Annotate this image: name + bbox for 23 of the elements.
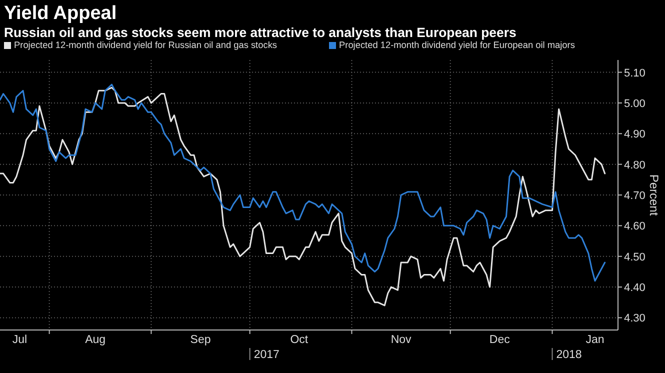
y-axis-title: Percent (647, 174, 661, 216)
y-tick-label: 4.60 (624, 220, 646, 233)
x-tick-label: Nov (390, 334, 412, 346)
y-tick-label: 4.80 (624, 159, 646, 172)
y-tick-label: 4.70 (624, 190, 646, 202)
y-tick-label: 5.10 (624, 67, 646, 80)
y-tick-label: 4.90 (624, 128, 646, 141)
x-tick-label: Aug (85, 334, 106, 346)
text: 2017 (254, 349, 280, 361)
y-tick-label: 4.40 (624, 282, 646, 294)
chart-subtitle: Russian oil and gas stocks seem more attractive to analysts than European peers (4, 25, 516, 40)
y-tick-label: 4.30 (624, 312, 646, 325)
text: 2018 (556, 349, 582, 361)
chart-title: Yield Appeal (4, 3, 117, 24)
x-tick-label: Jan (586, 334, 604, 346)
legend-label: Projected 12-month dividend yield for Russian oil and gas stocks (14, 40, 278, 50)
y-tick-label: 5.00 (624, 98, 646, 110)
x-tick-label: Jul (12, 334, 28, 346)
x-tick-label: Oct (290, 334, 309, 346)
legend-label: Projected 12-month dividend yield for European oil majors (339, 40, 576, 50)
y-tick-label: 4.50 (624, 251, 646, 264)
x-tick-label: Dec (489, 334, 510, 346)
x-tick-label: Sep (190, 334, 211, 346)
